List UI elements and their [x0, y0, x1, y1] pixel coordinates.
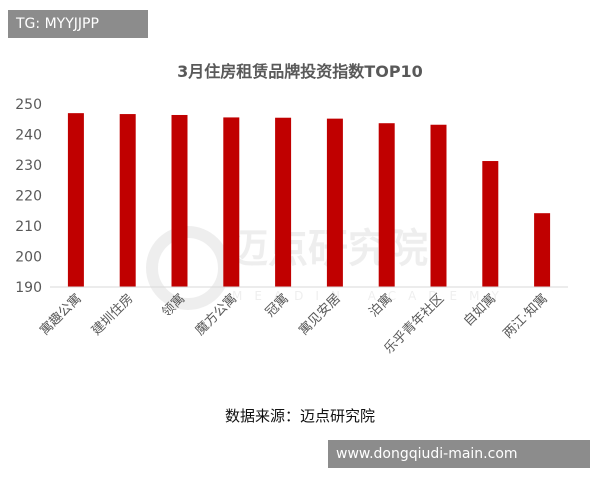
x-tick-label: 建圳住房: [88, 291, 136, 339]
y-tick-label: 220: [15, 189, 42, 205]
y-tick-label: 190: [15, 280, 42, 296]
bar: [119, 114, 136, 287]
source-label: 数据来源：迈点研究院: [224, 407, 375, 425]
bar: [171, 114, 188, 287]
tag-badge: TG: MYYJJPP: [8, 10, 148, 38]
bar-chart: 迈点研究院 MEADIN ACADEMY 1902002102202302402…: [15, 97, 568, 357]
y-tick-label: 230: [15, 158, 42, 174]
bar-series: [67, 113, 551, 288]
bar: [378, 123, 395, 287]
bar: [223, 117, 240, 287]
bar: [326, 118, 343, 287]
y-axis: 190 200 210 220 230 240 250: [15, 97, 42, 296]
x-tick-label: 寓趣公寓: [37, 291, 85, 339]
watermark-text-en: MEADIN ACADEMY: [232, 289, 511, 303]
bar: [534, 213, 551, 287]
y-tick-label: 200: [15, 250, 42, 266]
url-badge: www.dongqiudi-main.com: [328, 440, 590, 468]
bar: [430, 124, 447, 288]
bar: [275, 117, 292, 287]
bar: [67, 113, 84, 288]
y-tick-label: 250: [15, 97, 42, 113]
watermark-g-icon: [146, 226, 230, 310]
y-tick-label: 240: [15, 128, 42, 144]
y-tick-label: 210: [15, 219, 42, 235]
bar: [482, 161, 499, 287]
chart-title: 3月住房租赁品牌投资指数TOP10: [177, 62, 423, 81]
